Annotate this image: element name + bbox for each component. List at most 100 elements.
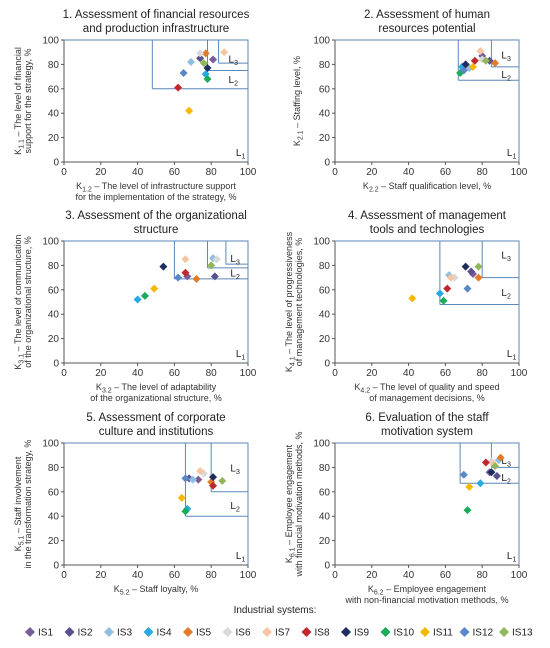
level-boundary bbox=[64, 442, 249, 565]
chart-panel-6: 6. Evaluation of the staff motivation sys… bbox=[284, 412, 528, 605]
x-tick-label: 40 bbox=[403, 368, 415, 379]
level-label-L1: L1 bbox=[507, 551, 517, 564]
y-tick-label: 60 bbox=[319, 285, 331, 296]
y-tick-label: 100 bbox=[313, 439, 330, 450]
panel-title-line-1: 3. Assessment of the organizational bbox=[65, 210, 247, 222]
x-axis-label-line-1-symbol: K bbox=[354, 382, 360, 392]
legend-item-is4: IS4 bbox=[143, 627, 172, 639]
data-point-is9 bbox=[203, 64, 212, 73]
x-tick-label: 80 bbox=[477, 167, 489, 178]
data-point-is8 bbox=[181, 268, 190, 277]
data-point-is4 bbox=[435, 289, 444, 298]
level-number: 3 bbox=[234, 60, 238, 67]
legend-marker bbox=[499, 627, 509, 637]
x-tick-label: 60 bbox=[169, 570, 181, 581]
legend-item-is9: IS9 bbox=[341, 627, 369, 639]
x-axis-label-line-1-subscript: 2.2 bbox=[369, 187, 379, 194]
chart-panel-1: 1. Assessment of financial resources and … bbox=[13, 9, 257, 202]
y-axis-label-symbol: K bbox=[292, 140, 302, 146]
legend-label: IS2 bbox=[78, 628, 93, 639]
x-tick-label: 100 bbox=[511, 167, 528, 178]
legend-marker bbox=[183, 627, 193, 637]
y-tick-label: 20 bbox=[48, 334, 60, 345]
data-point-is8 bbox=[209, 481, 218, 490]
level-letter: L bbox=[501, 473, 507, 484]
level-letter: L bbox=[501, 456, 507, 467]
level-boundary bbox=[335, 442, 520, 565]
y-tick-label: 100 bbox=[313, 36, 330, 47]
y-axis-label-line-1-symbol: K bbox=[13, 149, 23, 155]
y-axis-label-line-2: of management technologies, % bbox=[294, 238, 304, 367]
level-label-L3: L3 bbox=[501, 250, 511, 263]
x-axis-label-line-1-symbol: K bbox=[76, 181, 82, 191]
y-tick-label: 20 bbox=[319, 133, 331, 144]
legend-marker bbox=[420, 627, 430, 637]
legend-item-is10: IS10 bbox=[380, 627, 415, 639]
data-point-is5 bbox=[496, 453, 505, 462]
legend-item-is13: IS13 bbox=[499, 627, 533, 639]
panel-title-line-1: 4. Assessment of management bbox=[348, 210, 507, 222]
x-axis-label-line-1: K3.2 – The level of adaptability bbox=[96, 382, 217, 395]
data-point-is3 bbox=[188, 475, 197, 484]
y-axis-label-subscript: 2.1 bbox=[298, 130, 305, 140]
level-number: 3 bbox=[507, 462, 511, 469]
panel-title-line-2: structure bbox=[134, 224, 179, 236]
x-tick-label: 20 bbox=[366, 167, 378, 178]
legend-label: IS11 bbox=[433, 628, 453, 639]
x-tick-label: 0 bbox=[61, 368, 67, 379]
data-point-is7 bbox=[220, 48, 229, 57]
x-tick-label: 0 bbox=[61, 167, 67, 178]
data-point-is11 bbox=[177, 493, 186, 502]
data-point-is2 bbox=[210, 272, 219, 281]
y-tick-label: 60 bbox=[48, 487, 60, 498]
y-tick-label: 40 bbox=[319, 512, 331, 523]
level-number: 2 bbox=[507, 76, 511, 83]
y-axis-label-line-1-subscript: 4.1 bbox=[290, 356, 297, 366]
y-axis-label-line-1-text: – Employee engagement bbox=[284, 444, 294, 547]
data-point-is11 bbox=[465, 482, 474, 491]
y-axis-label-line-2: support for the strategy, % bbox=[23, 49, 33, 154]
data-point-is1 bbox=[209, 55, 218, 64]
level-number: 2 bbox=[236, 274, 240, 281]
x-tick-label: 80 bbox=[477, 368, 489, 379]
x-tick-label: 40 bbox=[132, 368, 144, 379]
panel-title-line-1: 5. Assessment of corporate bbox=[86, 412, 225, 424]
x-tick-label: 0 bbox=[61, 570, 67, 581]
level-label-L3: L3 bbox=[230, 463, 240, 476]
panel-title-line-1: 6. Evaluation of the staff bbox=[365, 412, 489, 424]
y-tick-label: 40 bbox=[319, 109, 331, 120]
level-letter: L bbox=[501, 51, 507, 62]
legend-label: IS9 bbox=[354, 628, 369, 639]
legend-label: IS5 bbox=[196, 628, 211, 639]
level-label-L2: L2 bbox=[230, 501, 240, 513]
y-tick-label: 20 bbox=[48, 536, 60, 547]
y-axis-label: K2.1 – Staffing level, % bbox=[292, 56, 305, 146]
x-axis-label-line-2: for the implementation of the strategy, … bbox=[76, 192, 237, 202]
x-tick-label: 40 bbox=[403, 570, 415, 581]
data-point-is10 bbox=[203, 75, 212, 84]
x-tick-label: 60 bbox=[169, 368, 181, 379]
level-letter: L bbox=[236, 551, 242, 562]
y-tick-label: 60 bbox=[48, 84, 60, 95]
level-boundary bbox=[64, 240, 249, 363]
level-letter: L bbox=[501, 70, 507, 81]
x-tick-label: 100 bbox=[240, 368, 257, 379]
level-label-L1: L1 bbox=[236, 349, 246, 362]
data-point-is6 bbox=[212, 255, 221, 264]
x-tick-label: 80 bbox=[206, 570, 218, 581]
data-point-is13 bbox=[218, 476, 227, 485]
legend-label: IS8 bbox=[315, 628, 330, 639]
data-point-is10 bbox=[439, 296, 448, 305]
level-boundary bbox=[64, 39, 249, 162]
level-number: 1 bbox=[512, 355, 516, 362]
data-point-is7 bbox=[181, 255, 190, 264]
data-point-is13 bbox=[474, 262, 483, 271]
y-axis-label-line-2: with financial motivation methods, % bbox=[294, 431, 304, 577]
y-axis-label-line-1-symbol: K bbox=[284, 557, 294, 563]
data-point-is7 bbox=[476, 46, 485, 55]
data-point-is5 bbox=[192, 274, 201, 283]
x-axis-label-line-1-subscript: 1.2 bbox=[82, 187, 92, 194]
y-tick-label: 100 bbox=[42, 36, 59, 47]
data-point-is9 bbox=[159, 262, 168, 271]
level-letter: L bbox=[507, 349, 513, 360]
